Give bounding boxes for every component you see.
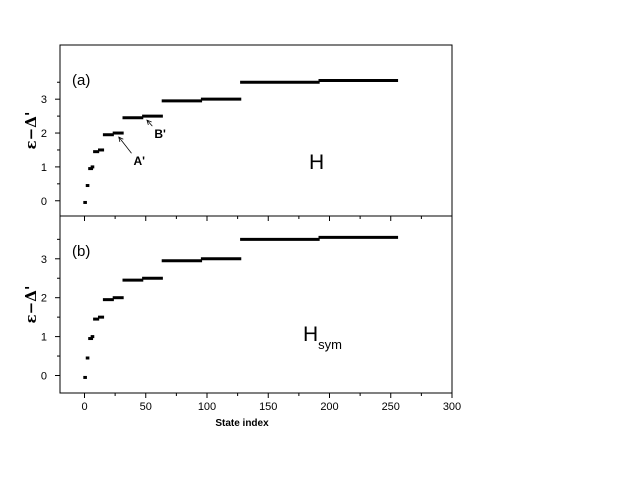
annotation-1-arrowhead	[146, 119, 152, 126]
panel-a-ytick-label-3: 3	[41, 94, 47, 106]
panel-b-xtick-label-200: 200	[320, 401, 338, 413]
x-axis-label: State index	[215, 418, 269, 429]
panel-b-xtick-label-100: 100	[198, 401, 216, 413]
panel-b-xtick-label-150: 150	[259, 401, 277, 413]
panel-b-label: (b)	[72, 243, 90, 260]
panel-b-ytick-label-1: 1	[41, 332, 47, 344]
panel-b-xtick-label-300: 300	[443, 401, 461, 413]
panel-a-ytick-label-2: 2	[41, 128, 47, 140]
annotation-0-arrow	[118, 136, 132, 154]
panel-b-frame	[59, 215, 453, 394]
panel-b-ylabel: ε−Δ'	[22, 286, 40, 324]
panel-a-hamiltonian-main: H	[309, 151, 324, 174]
panel-b-xtick-label-0: 0	[81, 401, 87, 413]
panel-a-ylabel: ε−Δ'	[22, 112, 40, 150]
panel-a-ytick-label-0: 0	[41, 196, 47, 208]
panel-b-ytick-label-0: 0	[41, 370, 47, 382]
panel-a-label: (a)	[72, 72, 90, 89]
panel-b-ytick-label-2: 2	[41, 293, 47, 305]
annotation-1-arrow	[146, 119, 153, 127]
panel-a-frame	[59, 44, 453, 217]
panel-b-xtick-label-250: 250	[382, 401, 400, 413]
panel-b-xtick-label-50: 50	[140, 401, 152, 413]
panel-a-ytick-label-1: 1	[41, 162, 47, 174]
panel-a-hamiltonian-label: H	[309, 151, 324, 174]
panel-b-hamiltonian-sub: sym	[318, 337, 342, 352]
panel-b-hamiltonian-main: H	[303, 323, 318, 346]
annotation-0-label: A'	[134, 154, 146, 168]
panel-b-hamiltonian-label: Hsym	[303, 323, 342, 352]
annotation-0-arrowhead	[118, 136, 124, 143]
annotation-1-label: B'	[154, 127, 166, 141]
panel-b-ytick-label-3: 3	[41, 254, 47, 266]
